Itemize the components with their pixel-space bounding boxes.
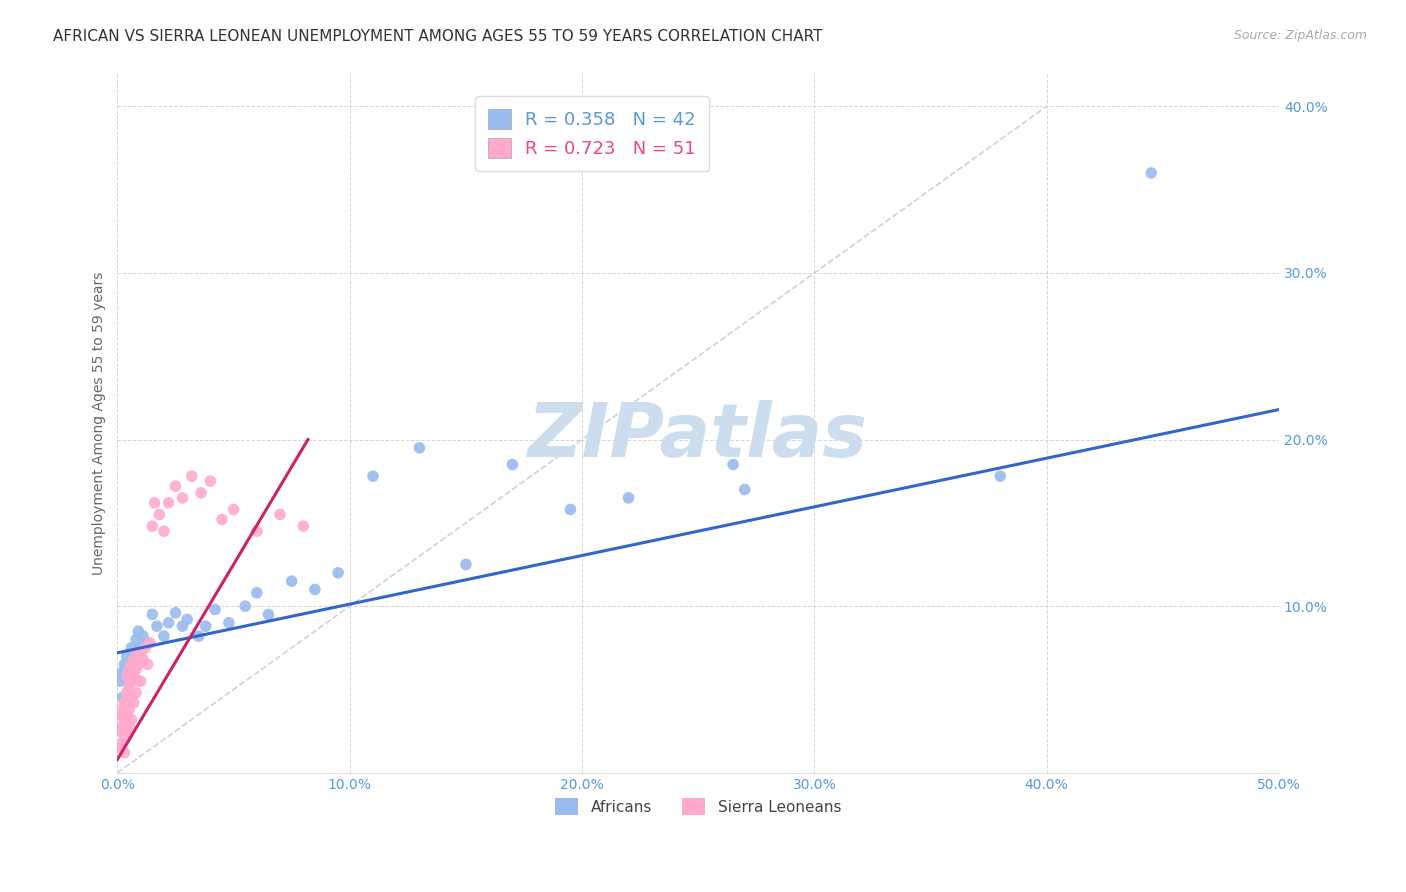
Point bbox=[112, 696, 135, 710]
Point bbox=[194, 619, 217, 633]
Point bbox=[222, 502, 245, 516]
Point bbox=[172, 491, 194, 505]
Point bbox=[233, 599, 256, 614]
Point bbox=[129, 640, 152, 655]
Text: Source: ZipAtlas.com: Source: ZipAtlas.com bbox=[1233, 29, 1367, 42]
Point bbox=[115, 669, 138, 683]
Point bbox=[118, 702, 141, 716]
Point bbox=[136, 636, 159, 650]
Point bbox=[108, 707, 131, 722]
Point bbox=[120, 657, 142, 672]
Point bbox=[176, 612, 198, 626]
Point bbox=[269, 508, 291, 522]
Text: ZIPatlas: ZIPatlas bbox=[529, 401, 869, 474]
Point bbox=[721, 458, 744, 472]
Point bbox=[120, 713, 142, 727]
Point bbox=[111, 702, 134, 716]
Point bbox=[118, 665, 141, 680]
Point bbox=[141, 607, 163, 622]
Point bbox=[122, 652, 145, 666]
Point bbox=[246, 586, 269, 600]
Point bbox=[111, 719, 134, 733]
Point bbox=[125, 686, 148, 700]
Point bbox=[122, 649, 145, 664]
Point bbox=[187, 629, 209, 643]
Point bbox=[132, 652, 155, 666]
Point bbox=[112, 746, 135, 760]
Point bbox=[146, 619, 169, 633]
Point bbox=[129, 646, 152, 660]
Point bbox=[127, 624, 149, 639]
Point bbox=[153, 524, 176, 538]
Point bbox=[988, 469, 1011, 483]
Point bbox=[304, 582, 326, 597]
Point bbox=[200, 474, 222, 488]
Point bbox=[1140, 166, 1163, 180]
Point bbox=[218, 615, 240, 630]
Point bbox=[111, 736, 134, 750]
Point bbox=[153, 629, 176, 643]
Point bbox=[115, 686, 138, 700]
Point bbox=[120, 690, 142, 705]
Point bbox=[136, 657, 159, 672]
Point bbox=[115, 707, 138, 722]
Point bbox=[120, 640, 142, 655]
Point bbox=[115, 649, 138, 664]
Point bbox=[148, 508, 170, 522]
Point bbox=[501, 458, 523, 472]
Point bbox=[172, 619, 194, 633]
Point bbox=[122, 669, 145, 683]
Point bbox=[165, 479, 187, 493]
Point bbox=[118, 719, 141, 733]
Point bbox=[120, 657, 142, 672]
Point bbox=[190, 486, 212, 500]
Point bbox=[204, 602, 226, 616]
Point bbox=[143, 496, 166, 510]
Point bbox=[165, 606, 187, 620]
Point bbox=[112, 657, 135, 672]
Point bbox=[115, 674, 138, 689]
Point bbox=[108, 740, 131, 755]
Point bbox=[617, 491, 640, 505]
Point bbox=[115, 724, 138, 739]
Point bbox=[127, 657, 149, 672]
Point bbox=[112, 713, 135, 727]
Point bbox=[560, 502, 582, 516]
Point bbox=[180, 469, 202, 483]
Point bbox=[125, 662, 148, 676]
Point bbox=[120, 674, 142, 689]
Point bbox=[127, 674, 149, 689]
Legend: Africans, Sierra Leoneans: Africans, Sierra Leoneans bbox=[546, 789, 851, 824]
Point bbox=[246, 524, 269, 538]
Point bbox=[125, 646, 148, 660]
Point bbox=[132, 629, 155, 643]
Point bbox=[118, 662, 141, 676]
Point bbox=[257, 607, 280, 622]
Point bbox=[112, 729, 135, 743]
Point bbox=[111, 665, 134, 680]
Point bbox=[108, 674, 131, 689]
Point bbox=[326, 566, 349, 580]
Point bbox=[734, 483, 756, 497]
Y-axis label: Unemployment Among Ages 55 to 59 years: Unemployment Among Ages 55 to 59 years bbox=[93, 271, 107, 574]
Point bbox=[118, 679, 141, 693]
Point bbox=[157, 615, 180, 630]
Point bbox=[211, 512, 233, 526]
Point bbox=[108, 724, 131, 739]
Point bbox=[141, 519, 163, 533]
Point bbox=[157, 496, 180, 510]
Point bbox=[122, 696, 145, 710]
Point bbox=[134, 640, 156, 655]
Point bbox=[129, 674, 152, 689]
Text: AFRICAN VS SIERRA LEONEAN UNEMPLOYMENT AMONG AGES 55 TO 59 YEARS CORRELATION CHA: AFRICAN VS SIERRA LEONEAN UNEMPLOYMENT A… bbox=[53, 29, 823, 44]
Point bbox=[292, 519, 315, 533]
Point bbox=[408, 441, 430, 455]
Point bbox=[280, 574, 302, 588]
Point bbox=[139, 636, 162, 650]
Point bbox=[125, 632, 148, 647]
Point bbox=[111, 690, 134, 705]
Point bbox=[361, 469, 384, 483]
Point bbox=[454, 558, 477, 572]
